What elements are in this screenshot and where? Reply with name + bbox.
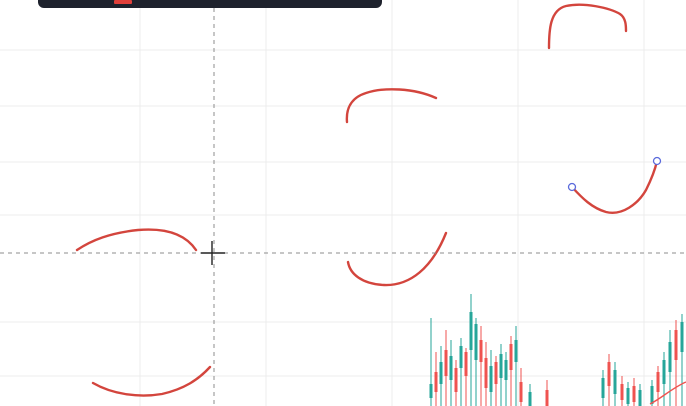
candle-body-13: [494, 362, 498, 384]
brush-stroke-2[interactable]: [345, 88, 438, 124]
moving-average-line: [649, 381, 686, 405]
candle-body-4: [449, 356, 453, 380]
candle-body-31: [668, 342, 672, 372]
candle-body-17: [514, 340, 518, 362]
candle-body-11: [484, 358, 488, 388]
candle-body-0: [429, 384, 433, 398]
candle-body-2: [439, 362, 443, 384]
candle-body-6: [459, 346, 463, 368]
brush-stroke-5[interactable]: [346, 231, 448, 287]
candle-body-12: [489, 366, 493, 392]
candle-body-7: [464, 352, 468, 376]
drawing-handle-start[interactable]: [567, 182, 577, 192]
candle-body-32: [674, 330, 678, 360]
candle-body-8: [469, 312, 473, 350]
candle-body-26: [632, 386, 636, 402]
candle-body-21: [601, 378, 605, 398]
crosshair-cursor-icon: [201, 241, 225, 265]
brush-stroke-1[interactable]: [547, 3, 628, 50]
candle-body-23: [613, 370, 617, 394]
brush-icon[interactable]: [114, 0, 132, 4]
candle-body-27: [638, 390, 642, 406]
drawing-handle-end[interactable]: [652, 156, 662, 166]
brush-stroke-4[interactable]: [75, 228, 198, 252]
drawing-toolbar[interactable]: [38, 0, 382, 8]
candle-body-15: [504, 360, 508, 380]
candle-body-24: [620, 384, 624, 400]
candle-body-5: [454, 368, 458, 392]
candle-body-33: [680, 322, 684, 352]
candle-body-18: [519, 382, 523, 402]
candle-body-1: [434, 372, 438, 392]
brush-drawings: [75, 3, 662, 397]
candle-body-20: [545, 390, 549, 406]
candle-body-22: [607, 362, 611, 386]
candlestick-series: [429, 294, 686, 406]
candle-body-3: [444, 350, 448, 376]
candle-body-10: [479, 340, 483, 362]
brush-stroke-6[interactable]: [91, 365, 212, 397]
brush-stroke-3[interactable]: [570, 159, 659, 214]
candle-body-29: [656, 372, 660, 392]
candle-body-30: [662, 360, 666, 384]
candle-body-25: [626, 388, 630, 404]
candle-body-16: [509, 344, 513, 370]
candle-body-28: [650, 386, 654, 404]
candle-body-19: [528, 392, 532, 406]
candle-body-14: [499, 354, 503, 378]
candle-body-9: [474, 324, 478, 360]
